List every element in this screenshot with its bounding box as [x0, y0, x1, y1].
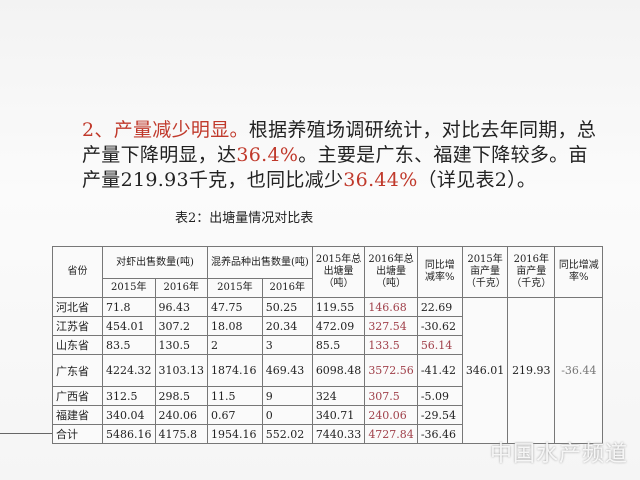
value-cell: 2 [207, 335, 263, 355]
value-cell: 56.14 [416, 335, 463, 355]
comparison-table: 省份 对虾出售数量(吨) 混养品种出售数量(吨) 2015年总出塘量（吨） 20… [52, 246, 604, 444]
mu-yoy-cell: -36.44 [554, 297, 604, 444]
value-cell: 340.71 [311, 405, 366, 425]
value-cell: 340.04 [102, 405, 156, 425]
header-mixed: 混养品种出售数量(吨) [207, 246, 313, 279]
header-mu-yoy: 同比增减率% [554, 246, 604, 298]
header-province: 省份 [52, 246, 103, 298]
value-cell: 7440.33 [311, 424, 366, 444]
header-year: 2015年 [102, 278, 156, 298]
value-cell: 1874.16 [207, 354, 263, 387]
text: 根据养殖场调研统计，对比去年同期，总产量下降明显，达 [82, 119, 597, 166]
value-cell: 47.75 [207, 297, 263, 317]
header-year: 2015年 [207, 278, 263, 298]
value-cell: 298.5 [154, 386, 208, 406]
table-row: 合计 5486.16 4175.8 1954.16 552.02 7440.33 4727.… [52, 424, 603, 444]
province-cell: 河北省 [52, 297, 103, 317]
province-cell: 山东省 [52, 335, 103, 355]
highlight-value: 36.44% [343, 169, 418, 191]
table-row: 河北省 71.8 96.43 47.75 50.25 119.55 146.68 22.69 3… [52, 297, 604, 444]
header-year: 2016年 [154, 278, 208, 298]
value-cell: 50.25 [261, 297, 313, 317]
value-cell: 96.43 [154, 297, 208, 317]
value-cell: -30.62 [416, 316, 463, 336]
value-cell: 119.55 [311, 297, 366, 317]
value-cell: 20.34 [261, 316, 313, 336]
value-cell: 85.5 [311, 335, 366, 355]
value-cell: 469.43 [261, 354, 313, 387]
value-cell: 9 [261, 386, 313, 406]
divider [0, 433, 52, 434]
value-cell: -41.42 [416, 354, 463, 387]
value-cell: 4224.32 [102, 354, 156, 387]
value-cell: 133.5 [364, 335, 418, 355]
value-cell: 22.69 [416, 297, 463, 317]
value-cell: -29.54 [416, 405, 463, 425]
table-row: 广东省 4224.32 3103.13 1874.16 469.43 6098.48 357… [52, 354, 603, 387]
header-yoy: 同比增减率% [416, 246, 463, 298]
table-row: 江苏省 454.01 307.2 18.08 20.34 472.09 327.54 -30.… [52, 316, 603, 336]
province-cell: 广东省 [52, 354, 103, 387]
mu-2015-cell: 346.01 [461, 297, 509, 444]
value-cell: 4175.8 [154, 424, 208, 444]
header-shrimp: 对虾出售数量(吨) [102, 246, 208, 279]
value-cell: 71.8 [102, 297, 156, 317]
highlight-value: 36.4% [236, 144, 299, 166]
header-total-2015: 2015年总出塘量（吨） [311, 246, 366, 298]
value-cell: 3572.56 [364, 354, 418, 387]
value-cell: 83.5 [102, 335, 156, 355]
value-cell: 327.54 [364, 316, 418, 336]
value-cell: 454.01 [102, 316, 156, 336]
value-cell: 3103.13 [154, 354, 208, 387]
watermark-logo: 中国水产频道 [489, 442, 628, 467]
table-title: 表2：出塘量情况对比表 [175, 211, 314, 226]
header-year: 2016年 [261, 278, 313, 298]
value-cell: 472.09 [311, 316, 366, 336]
value-cell: 146.68 [364, 297, 418, 317]
value-cell: 240.06 [364, 405, 418, 425]
value-cell: 5486.16 [102, 424, 156, 444]
province-cell: 福建省 [52, 405, 103, 425]
province-cell: 广西省 [52, 386, 103, 406]
header-mu-2016: 2016年亩产量（千克） [507, 246, 556, 298]
value-cell: 18.08 [207, 316, 263, 336]
value-cell: 240.06 [154, 405, 208, 425]
value-cell: 4727.84 [364, 424, 418, 444]
section-heading: 2、产量减少明显。 [82, 119, 249, 141]
header-mu-2015: 2015年亩产量（千克） [461, 246, 509, 298]
text: 。主要是广东、福建下降较多。亩产量219.93千克，也同比减少 [82, 144, 588, 191]
value-cell: 0.67 [207, 405, 263, 425]
value-cell: 6098.48 [311, 354, 366, 387]
header-total-2016: 2016年总出塘量（吨） [364, 246, 418, 298]
value-cell: 1954.16 [207, 424, 263, 444]
value-cell: 307.2 [154, 316, 208, 336]
value-cell: 3 [261, 335, 313, 355]
value-cell: 324 [311, 386, 366, 406]
value-cell: 11.5 [207, 386, 263, 406]
value-cell: 312.5 [102, 386, 156, 406]
province-cell: 江苏省 [52, 316, 103, 336]
province-cell: 合计 [52, 424, 103, 444]
value-cell: 130.5 [154, 335, 208, 355]
value-cell: 0 [261, 405, 313, 425]
value-cell: 552.02 [261, 424, 313, 444]
value-cell: 307.5 [364, 386, 418, 406]
text: （详见表2）。 [417, 169, 537, 191]
value-cell: -36.46 [416, 424, 463, 444]
body-paragraph: 2、产量减少明显。根据养殖场调研统计，对比去年同期，总产量下降明显，达36.4%… [82, 118, 602, 193]
table-row: 广西省 312.5 298.5 11.5 9 324 307.5 -5.09 [52, 386, 603, 406]
mu-2016-cell: 219.93 [507, 297, 556, 444]
value-cell: -5.09 [416, 386, 463, 406]
